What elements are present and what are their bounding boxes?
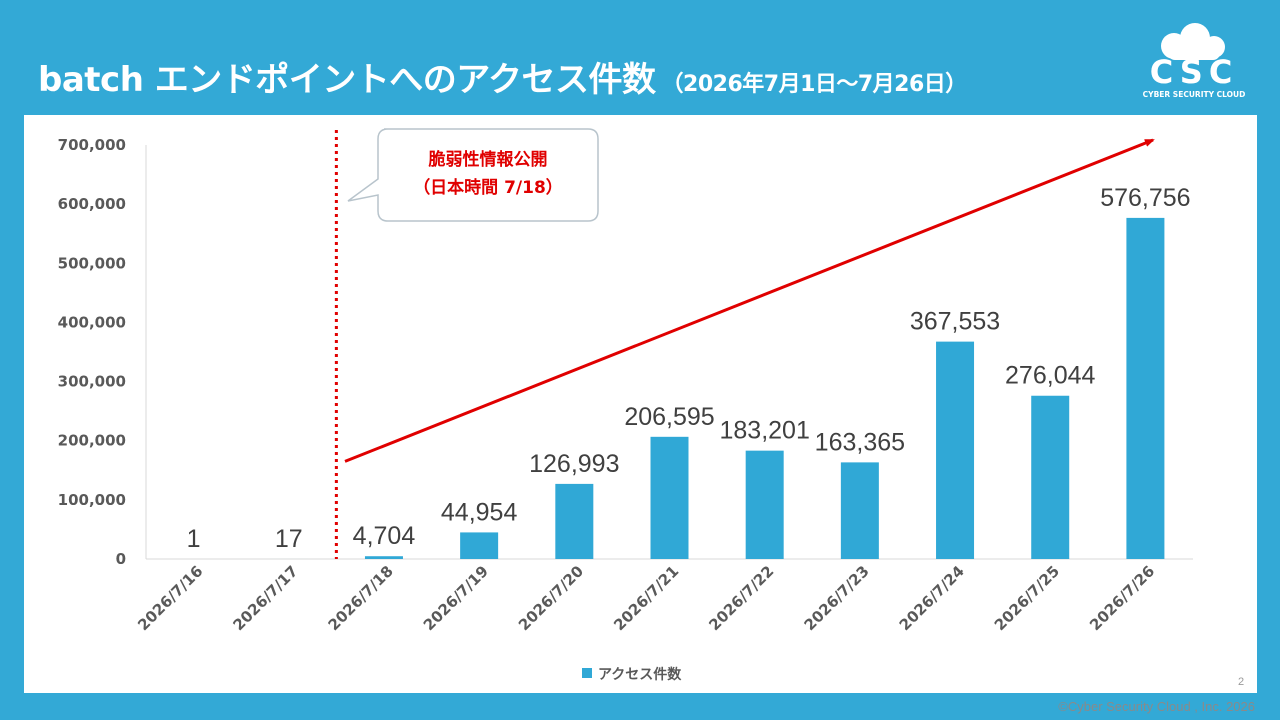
trend-arrow: [344, 138, 1155, 463]
x-tick-label: 2026/7/24: [896, 562, 968, 634]
bar: [840, 462, 879, 559]
data-label: 576,756: [1100, 184, 1190, 212]
title-date-range: （2026年7月1日～7月26日）: [661, 72, 968, 97]
disclosure-callout: 脆弱性情報公開 （日本時間 7/18）: [347, 128, 599, 222]
y-tick-label: 0: [116, 550, 126, 568]
data-label: 183,201: [719, 417, 809, 445]
bar: [650, 436, 689, 559]
y-axis-ticks: 0 100,000 200,000 300,000 400,000 500,000 600,…: [58, 136, 126, 568]
cloud-icon: [1161, 23, 1225, 60]
x-axis-ticks: 2026/7/16 2026/7/17 2026/7/18 2026/7/19 2026…: [134, 562, 1158, 634]
logo-subtext: CYBER SECURITY CLOUD: [1143, 90, 1246, 99]
data-label: 367,553: [910, 308, 1000, 336]
y-tick-label: 500,000: [58, 254, 126, 272]
title-main: batch エンドポイントへのアクセス件数: [38, 60, 656, 100]
copyright-text: ©Cyber Security Cloud , Inc. 2026: [1058, 699, 1255, 714]
bar: [936, 341, 975, 559]
data-label: 1: [187, 525, 201, 553]
y-tick-label: 700,000: [58, 136, 126, 154]
logo-text: CSC: [1150, 53, 1239, 91]
bar-chart: 0 100,000 200,000 300,000 400,000 500,000 600,…: [58, 128, 1193, 683]
data-label: 44,954: [441, 498, 518, 526]
bars-group: [174, 217, 1165, 559]
chart-panel: 0 100,000 200,000 300,000 400,000 500,000 600,…: [24, 115, 1257, 693]
x-tick-label: 2026/7/23: [801, 562, 873, 634]
data-label: 206,595: [624, 403, 714, 431]
bar: [1031, 395, 1070, 559]
y-tick-label: 600,000: [58, 195, 126, 213]
legend-swatch: [582, 668, 592, 678]
data-label: 276,044: [1005, 362, 1095, 390]
y-tick-label: 300,000: [58, 373, 126, 391]
page-number: 2: [1238, 676, 1245, 688]
x-tick-label: 2026/7/25: [991, 562, 1063, 634]
callout-line-1: 脆弱性情報公開: [428, 149, 548, 170]
csc-logo: CSC CYBER SECURITY CLOUD: [1138, 20, 1250, 100]
data-label: 163,365: [815, 428, 905, 456]
bar: [745, 450, 784, 559]
data-label: 4,704: [353, 522, 416, 550]
page-title: batch エンドポイントへのアクセス件数 （2026年7月1日～7月26日）: [38, 52, 967, 101]
bar: [555, 483, 594, 559]
y-tick-label: 100,000: [58, 491, 126, 509]
x-tick-label: 2026/7/19: [420, 562, 492, 634]
data-label: 17: [275, 525, 303, 553]
callout-line-2: （日本時間 7/18）: [413, 177, 563, 198]
bar: [1126, 217, 1165, 559]
x-tick-label: 2026/7/22: [705, 562, 777, 634]
x-tick-label: 2026/7/18: [325, 562, 397, 634]
bar: [460, 532, 499, 559]
y-tick-label: 400,000: [58, 313, 126, 331]
data-label: 126,993: [529, 450, 619, 478]
x-tick-label: 2026/7/20: [515, 562, 587, 634]
legend-label: アクセス件数: [598, 666, 682, 683]
x-tick-label: 2026/7/26: [1086, 562, 1158, 634]
x-tick-label: 2026/7/21: [610, 562, 682, 634]
x-tick-label: 2026/7/16: [134, 562, 206, 634]
x-tick-label: 2026/7/17: [229, 562, 301, 634]
y-tick-label: 200,000: [58, 432, 126, 450]
logo-graphic: CSC CYBER SECURITY CLOUD: [1143, 23, 1246, 99]
legend: アクセス件数: [582, 666, 682, 683]
bar: [364, 556, 403, 559]
